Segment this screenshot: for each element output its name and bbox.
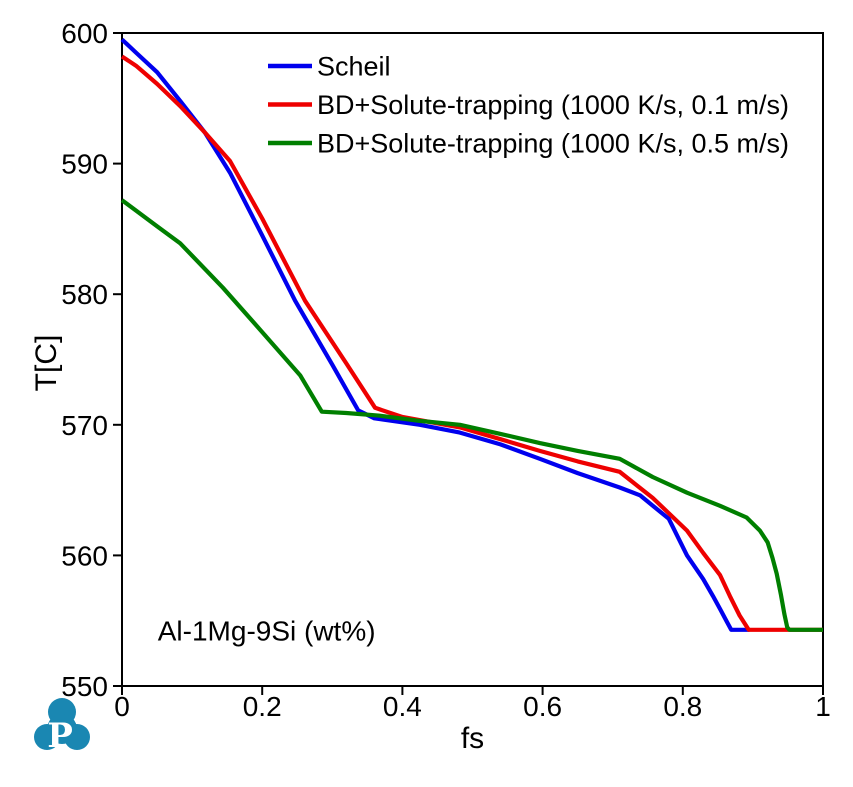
curve-bd-solute-trapping-1000-k-s-0-1-m-s <box>120 54 823 632</box>
legend-label-scheil: Scheil <box>317 52 391 82</box>
y-tick-label-570: 570 <box>61 410 108 441</box>
plot-border <box>121 32 824 687</box>
x-tick-label-0.2: 0.2 <box>243 691 282 722</box>
y-tick-label-560: 560 <box>61 540 108 571</box>
legend-label-bd-solute-trapping-1000-k-s-0-1-m-s: BD+Solute-trapping (1000 K/s, 0.1 m/s) <box>317 90 789 120</box>
curve-bd-solute-trapping-1000-k-s-0-5-m-s <box>120 198 823 632</box>
x-tick-label-0.8: 0.8 <box>663 691 702 722</box>
x-tick-label-0.4: 0.4 <box>383 691 422 722</box>
y-tick-label-590: 590 <box>61 149 108 180</box>
composition-annotation: Al-1Mg-9Si (wt%) <box>158 615 376 646</box>
x-tick-label-0: 0 <box>114 691 130 722</box>
y-tick-label-600: 600 <box>61 18 108 49</box>
y-tick-label-580: 580 <box>61 279 108 310</box>
y-axis-title: T[C] <box>30 335 63 392</box>
logo-cloud-shape <box>34 698 90 750</box>
x-tick-label-0.6: 0.6 <box>523 691 562 722</box>
x-axis-title: fs <box>461 722 484 755</box>
logo-letter: P <box>47 716 73 756</box>
pandat-logo: P <box>34 698 90 756</box>
x-tick-label-1: 1 <box>815 691 831 722</box>
y-tick-label-550: 550 <box>61 671 108 702</box>
legend-label-bd-solute-trapping-1000-k-s-0-5-m-s: BD+Solute-trapping (1000 K/s, 0.5 m/s) <box>317 129 789 159</box>
